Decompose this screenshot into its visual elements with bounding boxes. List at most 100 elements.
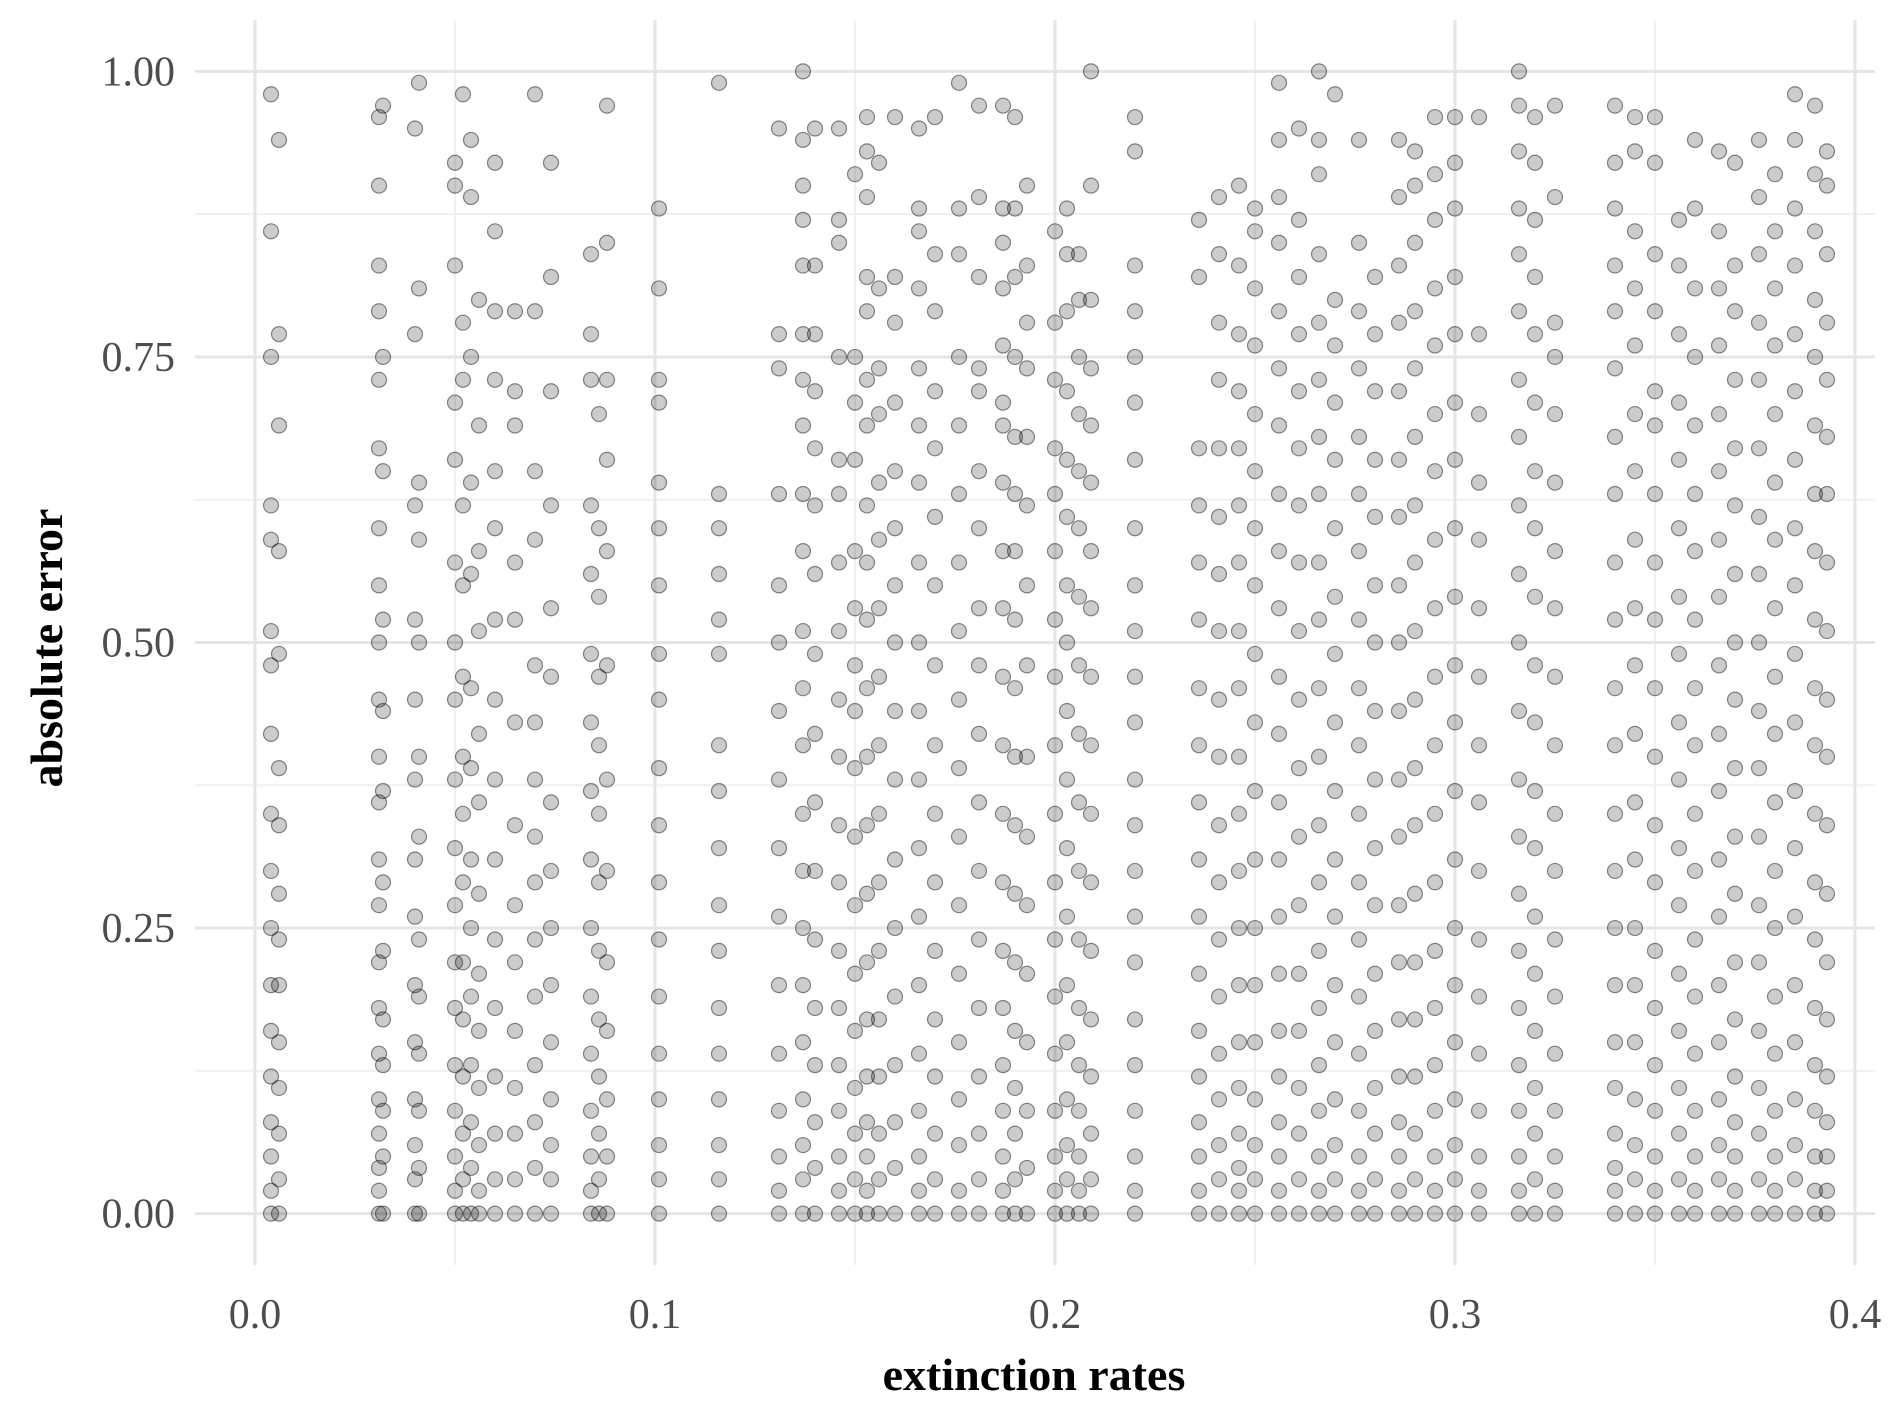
data-point [1190, 680, 1208, 697]
data-point [1270, 965, 1288, 982]
data-point [1018, 428, 1036, 446]
data-point [406, 977, 424, 994]
data-point [582, 1102, 600, 1119]
data-point [1070, 1057, 1088, 1074]
data-point [370, 748, 388, 765]
data-point [650, 1091, 668, 1108]
data-point [262, 1148, 280, 1165]
data-point [526, 303, 544, 320]
y-axis-tick-labels: 0.00 0.25 0.50 0.75 1.00 [102, 49, 176, 1237]
data-point [462, 565, 480, 583]
data-point [1230, 1034, 1248, 1051]
data-point [830, 485, 848, 503]
data-point [806, 1114, 824, 1131]
data-point [454, 314, 472, 331]
data-point [462, 131, 480, 149]
data-point [1510, 702, 1528, 720]
data-point [886, 520, 904, 537]
data-point [1646, 874, 1664, 891]
data-point [1818, 817, 1836, 834]
data-point [970, 725, 988, 742]
data-point [1646, 246, 1664, 263]
data-point [526, 771, 544, 788]
data-point [406, 611, 424, 628]
data-point [1818, 885, 1836, 902]
data-point [1806, 1057, 1824, 1074]
data-point [794, 919, 812, 937]
data-point [1686, 862, 1704, 880]
data-point [770, 1102, 788, 1119]
data-point [846, 657, 864, 674]
data-point [910, 702, 928, 720]
data-point [994, 1205, 1012, 1222]
data-point [994, 417, 1012, 434]
data-point [1786, 1091, 1804, 1108]
data-point [1390, 451, 1408, 468]
data-point [506, 954, 524, 971]
data-point [506, 1205, 524, 1222]
data-point [1390, 383, 1408, 400]
data-point [590, 805, 608, 822]
data-point [410, 74, 428, 91]
data-point [1310, 874, 1328, 891]
data-point [1290, 965, 1308, 982]
data-point [542, 977, 560, 994]
data-point [1786, 383, 1804, 400]
data-point [1350, 874, 1368, 891]
data-point [770, 326, 788, 343]
data-point [446, 897, 464, 914]
data-point [1350, 131, 1368, 149]
data-point [1326, 394, 1344, 411]
data-point [1546, 988, 1564, 1005]
data-point [582, 851, 600, 868]
data-point [1390, 771, 1408, 788]
data-point [446, 771, 464, 788]
data-point [1446, 1136, 1464, 1154]
data-point [770, 1045, 788, 1062]
data-point [1646, 554, 1664, 571]
data-point [1006, 611, 1024, 628]
data-point [1246, 520, 1264, 537]
data-point [370, 1045, 388, 1062]
data-point [462, 919, 480, 937]
data-point [794, 485, 812, 503]
data-point [710, 565, 728, 583]
data-point [1246, 577, 1264, 594]
data-point [1686, 611, 1704, 628]
data-point [1470, 405, 1488, 423]
data-point [1646, 942, 1664, 959]
data-point [406, 851, 424, 868]
data-point [1686, 680, 1704, 697]
data-point [1070, 291, 1088, 308]
data-point [1510, 63, 1528, 80]
data-point [1190, 611, 1208, 628]
data-point [1750, 828, 1768, 845]
data-point [870, 1205, 888, 1222]
data-point [1366, 1205, 1384, 1222]
data-point [1606, 428, 1624, 446]
data-point [910, 474, 928, 491]
data-point [598, 451, 616, 468]
data-point [1526, 1125, 1544, 1142]
data-point [994, 942, 1012, 959]
data-point [994, 600, 1012, 617]
data-point [1326, 908, 1344, 925]
data-point [374, 97, 392, 114]
data-point [1426, 280, 1444, 297]
data-point [1350, 1102, 1368, 1119]
data-point [526, 1205, 544, 1222]
data-point [1606, 1034, 1624, 1051]
data-point [858, 268, 876, 286]
data-point [506, 1125, 524, 1142]
data-point [486, 154, 504, 171]
data-point [1366, 451, 1384, 468]
data-point [406, 908, 424, 925]
data-point [1230, 257, 1248, 274]
data-point [1646, 417, 1664, 434]
data-point [806, 120, 824, 137]
data-point [370, 1091, 388, 1108]
data-point [486, 1171, 504, 1188]
data-point [1818, 1114, 1836, 1131]
data-point [542, 1171, 560, 1188]
data-point [1626, 337, 1644, 354]
